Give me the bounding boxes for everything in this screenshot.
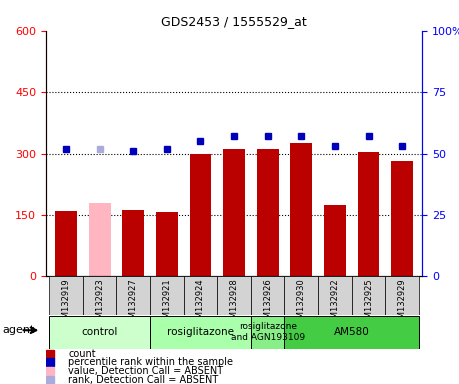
Text: GSM132922: GSM132922 <box>330 278 339 329</box>
Bar <box>83 276 117 315</box>
Text: AM580: AM580 <box>334 327 369 337</box>
Bar <box>223 149 245 276</box>
Text: GSM132919: GSM132919 <box>62 278 71 329</box>
Bar <box>89 203 111 276</box>
Bar <box>285 316 419 349</box>
Bar <box>150 316 251 349</box>
Text: GSM132928: GSM132928 <box>230 278 239 329</box>
Bar <box>352 276 385 315</box>
Bar <box>257 149 279 276</box>
Bar <box>55 211 77 276</box>
Text: rosiglitazone
and AGN193109: rosiglitazone and AGN193109 <box>230 323 305 342</box>
Bar <box>251 276 285 315</box>
Bar <box>150 276 184 315</box>
Text: GSM132930: GSM132930 <box>297 278 306 329</box>
Text: control: control <box>82 327 118 337</box>
Text: count: count <box>68 349 96 359</box>
Text: value, Detection Call = ABSENT: value, Detection Call = ABSENT <box>68 366 224 376</box>
Bar <box>217 276 251 315</box>
Bar <box>318 276 352 315</box>
Bar <box>324 205 346 276</box>
Text: rosiglitazone: rosiglitazone <box>167 327 234 337</box>
Bar <box>123 210 144 276</box>
Bar <box>251 316 285 349</box>
Bar <box>184 276 217 315</box>
Bar <box>358 152 380 276</box>
Text: rank, Detection Call = ABSENT: rank, Detection Call = ABSENT <box>68 375 219 384</box>
Bar <box>49 276 83 315</box>
Bar <box>291 143 312 276</box>
Bar <box>385 276 419 315</box>
Text: percentile rank within the sample: percentile rank within the sample <box>68 358 234 367</box>
Text: GSM132925: GSM132925 <box>364 278 373 329</box>
Text: GSM132927: GSM132927 <box>129 278 138 329</box>
Text: GSM132929: GSM132929 <box>397 278 407 329</box>
Text: GSM132924: GSM132924 <box>196 278 205 329</box>
Text: agent: agent <box>2 325 35 335</box>
Bar <box>285 276 318 315</box>
Bar <box>190 154 212 276</box>
Text: GSM132921: GSM132921 <box>162 278 171 329</box>
Bar <box>117 276 150 315</box>
Text: GSM132923: GSM132923 <box>95 278 104 329</box>
Bar <box>49 316 150 349</box>
Text: GSM132926: GSM132926 <box>263 278 272 329</box>
Title: GDS2453 / 1555529_at: GDS2453 / 1555529_at <box>161 15 307 28</box>
Bar <box>156 212 178 276</box>
Bar <box>391 161 413 276</box>
